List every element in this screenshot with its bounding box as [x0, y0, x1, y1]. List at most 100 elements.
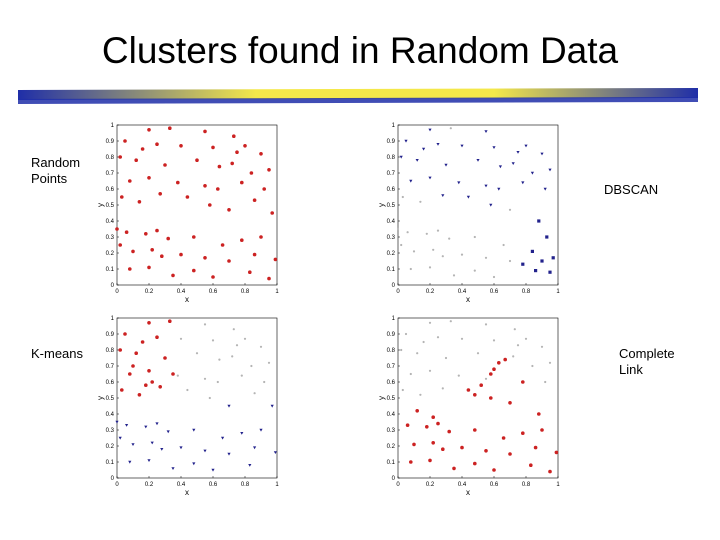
data-point	[484, 256, 488, 259]
data-point	[428, 458, 432, 463]
y-tick-label: 0.8	[387, 155, 396, 161]
data-point	[203, 377, 207, 380]
data-point	[473, 393, 477, 397]
data-point	[140, 147, 145, 151]
scatter-plot-dbscan: 0 0.1 0.2 0.3 0.4 0.5 0.6 0.7 0.8 0.9 1 0 0.2 0.4 0.6 0…	[376, 117, 566, 307]
x-tick-label: 1	[556, 289, 560, 295]
x-tick-label: 0.2	[426, 289, 435, 295]
data-point	[457, 181, 461, 185]
data-point	[540, 152, 544, 156]
data-point	[155, 142, 159, 146]
data-point	[144, 232, 148, 236]
data-point	[131, 364, 135, 368]
y-tick-label: 0	[111, 283, 115, 289]
data-point	[195, 352, 199, 355]
data-point	[123, 139, 127, 143]
y-tick-label: 0.3	[387, 235, 396, 241]
data-point	[428, 266, 432, 269]
data-point	[216, 187, 220, 191]
data-point	[250, 364, 253, 368]
data-point	[415, 409, 419, 413]
data-point	[208, 396, 211, 400]
y-tick-label: 0.4	[106, 412, 115, 418]
data-point	[409, 267, 412, 271]
data-point	[115, 227, 119, 231]
scatter-plot-kmeans: 0 0.1 0.2 0.3 0.4 0.5 0.6 0.7 0.8 0.9 1 0 0.2 0.4 0.6 0…	[95, 310, 285, 500]
data-point	[473, 269, 476, 272]
data-point	[211, 468, 215, 472]
data-point	[203, 449, 207, 453]
data-point	[232, 134, 236, 138]
data-point	[489, 396, 493, 400]
data-point	[498, 165, 502, 169]
y-tick-label: 0.6	[387, 187, 396, 193]
data-point	[267, 361, 271, 364]
data-point	[150, 248, 154, 252]
data-point	[448, 237, 451, 240]
data-point	[484, 130, 488, 133]
data-point	[150, 380, 154, 384]
kmeans-label: K-means	[31, 346, 84, 361]
x-tick-label: 0	[396, 289, 400, 295]
data-point	[409, 179, 413, 183]
data-point	[176, 180, 180, 185]
data-point	[273, 451, 277, 454]
data-point	[484, 323, 488, 326]
y-tick-label: 0.9	[106, 332, 115, 338]
data-point	[404, 332, 408, 336]
data-point	[425, 232, 428, 235]
data-point	[431, 441, 435, 445]
data-point	[457, 374, 460, 377]
data-point	[530, 171, 534, 175]
data-point	[195, 158, 199, 162]
data-point	[137, 393, 142, 397]
data-point	[537, 412, 541, 416]
x-tick-label: 0.4	[177, 289, 186, 295]
y-tick-label: 0.5	[106, 396, 115, 402]
data-point	[502, 243, 505, 247]
data-point	[231, 355, 234, 358]
data-point	[540, 259, 544, 263]
x-tick-label: 0.6	[490, 289, 499, 295]
data-point	[155, 422, 159, 426]
x-tick-label: 0	[115, 289, 119, 295]
data-point	[516, 151, 520, 154]
x-tick-label: 0.6	[209, 289, 218, 295]
data-point	[548, 270, 552, 274]
data-point	[428, 128, 432, 132]
data-point	[128, 267, 132, 271]
data-point	[492, 367, 496, 371]
data-point	[211, 275, 215, 279]
y-tick-label: 1	[392, 123, 396, 129]
data-point	[168, 126, 172, 130]
data-point	[235, 344, 239, 347]
data-point	[150, 441, 154, 445]
data-point	[521, 181, 525, 185]
y-tick-label: 0.6	[106, 187, 115, 193]
data-point	[460, 337, 464, 340]
x-tick-label: 0.8	[522, 482, 531, 488]
x-tick-label: 0.6	[490, 482, 499, 488]
data-point	[118, 436, 122, 440]
data-point	[497, 187, 501, 191]
data-point	[419, 393, 422, 396]
data-point	[128, 460, 132, 464]
data-point	[137, 200, 142, 204]
y-tick-label: 0.4	[387, 219, 396, 225]
data-point	[227, 208, 231, 212]
data-point	[419, 200, 422, 203]
data-point	[147, 128, 151, 132]
data-point	[530, 249, 534, 253]
data-point	[158, 385, 162, 389]
data-point	[220, 243, 225, 247]
plot-frame	[397, 317, 559, 479]
data-point	[192, 268, 196, 273]
data-point	[248, 270, 252, 274]
data-point	[489, 372, 493, 376]
data-point	[409, 460, 413, 464]
y-tick-label: 0.7	[106, 171, 115, 177]
data-point	[484, 184, 488, 188]
data-point	[273, 257, 278, 262]
data-point	[516, 344, 520, 347]
y-tick-label: 0.2	[106, 444, 115, 450]
